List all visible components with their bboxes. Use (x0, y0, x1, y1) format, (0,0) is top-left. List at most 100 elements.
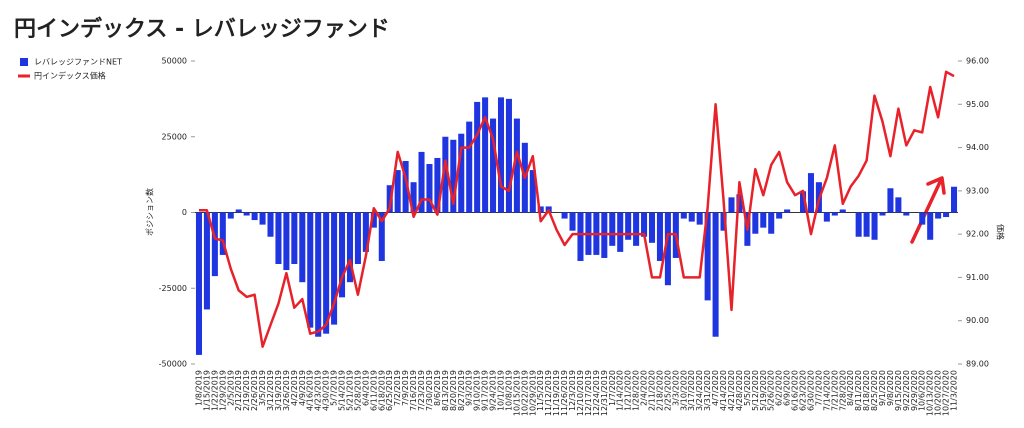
bar (346, 212, 354, 283)
y-tick-label: -25000 (159, 284, 187, 293)
y2-tick-label: 89.00 (966, 360, 989, 369)
x-tick-label: 2/18/2020 (655, 370, 664, 411)
x-tick-label: 3/10/2020 (679, 370, 688, 411)
x-tick-label: 5/28/2019 (353, 370, 362, 411)
x-tick-label: 4/9/2019 (298, 370, 307, 406)
bar (339, 212, 346, 298)
x-tick-label: 12/17/2019 (584, 370, 593, 416)
bar (831, 212, 838, 216)
x-tick-label: 8/4/2020 (846, 370, 855, 406)
x-tick-label: 2/5/2019 (226, 370, 235, 406)
bar (299, 212, 306, 283)
x-tick-label: 4/23/2019 (314, 370, 323, 411)
x-tick-label: 7/23/2019 (417, 370, 426, 411)
bar (505, 98, 512, 213)
x-tick-label: 2/25/2020 (663, 370, 672, 411)
x-tick-label: 7/21/2020 (830, 370, 839, 411)
bar (537, 206, 544, 213)
x-tick-label: 10/22/2019 (520, 370, 529, 416)
bar (251, 212, 258, 221)
bar (442, 136, 449, 213)
x-tick-label: 3/24/2020 (695, 370, 704, 411)
bar (919, 212, 926, 225)
x-tick-label: 2/26/2019 (250, 370, 259, 411)
x-tick-label: 10/15/2019 (512, 370, 521, 416)
bar (370, 212, 377, 228)
x-tick-label: 11/5/2019 (536, 370, 545, 411)
bar (951, 186, 958, 213)
x-tick-label: 9/1/2020 (878, 370, 887, 406)
x-tick-label: 11/3/2020 (950, 370, 959, 411)
bar (728, 197, 735, 213)
x-tick-label: 1/8/2019 (194, 370, 203, 406)
bar (227, 212, 234, 219)
x-tick-label: 2/12/2019 (234, 370, 243, 411)
bar (863, 212, 870, 237)
x-tick-label: 6/23/2020 (799, 370, 808, 411)
x-tick-label: 2/19/2019 (242, 370, 251, 411)
line (199, 70, 955, 348)
x-tick-label: 1/14/2020 (616, 370, 625, 411)
bar (577, 212, 584, 261)
x-tick-label: 5/26/2020 (767, 370, 776, 411)
bar (466, 121, 473, 213)
bar (799, 191, 807, 213)
bar (386, 185, 393, 213)
chart-title: 円インデックス - レバレッジファンド (14, 16, 390, 42)
x-tick-label: 9/17/2019 (481, 370, 490, 411)
x-tick-label: 4/2/2019 (290, 370, 299, 406)
x-tick-label: 7/14/2020 (822, 370, 831, 411)
x-tick-label: 6/9/2020 (783, 370, 792, 406)
x-tick-label: 1/28/2020 (632, 370, 641, 411)
bar (688, 212, 695, 222)
bar (450, 139, 457, 213)
x-tick-label: 12/3/2019 (568, 370, 577, 411)
x-tick-label: 7/9/2019 (401, 370, 410, 406)
bar (664, 212, 671, 286)
bar (490, 118, 497, 213)
bar (871, 212, 878, 240)
x-tick-label: 9/24/2019 (489, 370, 498, 411)
x-tick-label: 8/25/2020 (870, 370, 879, 411)
bar (617, 212, 624, 252)
x-tick-label: 8/11/2020 (854, 370, 863, 411)
x-tick-label: 1/29/2019 (218, 370, 227, 411)
bar (458, 133, 465, 213)
bar (529, 170, 536, 213)
x-tick-label: 1/7/2020 (608, 370, 617, 406)
x-tick-label: 6/18/2019 (377, 370, 386, 411)
bar (410, 182, 417, 213)
bar (704, 212, 711, 301)
x-tick-label: 12/24/2019 (592, 370, 601, 416)
bar (935, 212, 942, 219)
x-tick-label: 3/26/2019 (282, 370, 291, 411)
bar (402, 160, 409, 213)
x-tick-label: 9/8/2020 (886, 370, 895, 406)
bar (283, 212, 290, 271)
y-axis-title: ポジション数 (145, 188, 155, 236)
bar (712, 212, 719, 337)
bar (243, 212, 250, 216)
y2-tick-label: 91.00 (966, 273, 989, 282)
bar (378, 212, 385, 261)
x-tick-label: 11/12/2019 (544, 370, 553, 416)
legend-label: 円インデックス価格 (34, 71, 106, 81)
bar (569, 212, 576, 231)
x-tick-label: 9/15/2020 (894, 370, 903, 411)
bar (513, 118, 520, 213)
x-tick-label: 11/26/2019 (560, 370, 569, 416)
x-tick-label: 2/11/2020 (648, 370, 657, 411)
bar (203, 212, 210, 310)
bar (561, 212, 568, 219)
x-tick-label: 4/16/2019 (306, 370, 315, 411)
bar (943, 212, 950, 218)
bar (752, 212, 759, 234)
x-tick-label: 5/12/2020 (751, 370, 760, 411)
bar (648, 212, 656, 243)
x-tick-label: 10/6/2020 (918, 370, 927, 411)
bar (307, 212, 314, 328)
bar (720, 212, 727, 231)
x-tick-label: 1/22/2019 (210, 370, 219, 411)
x-tick-label: 10/1/2019 (496, 370, 505, 411)
